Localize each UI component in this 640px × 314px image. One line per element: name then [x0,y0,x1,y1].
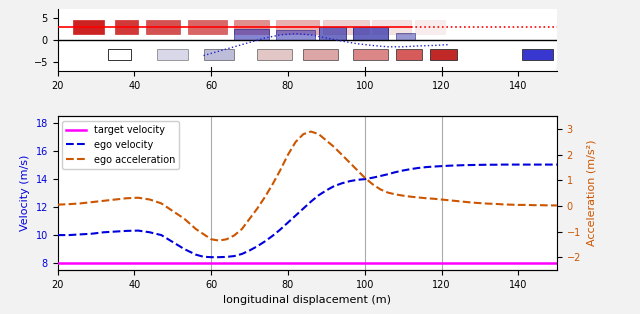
ego velocity [207,255,215,259]
Bar [323,20,369,34]
Bar [396,49,422,60]
Bar [372,20,411,34]
Legend: target velocity, ego velocity, ego acceleration: target velocity, ego velocity, ego accel… [63,121,179,169]
ego velocity [54,233,61,237]
Bar [257,49,292,60]
Bar [415,20,445,34]
Bar [276,30,315,40]
ego velocity [169,240,177,244]
ego acceleration [253,207,261,210]
ego velocity [392,170,399,174]
ego velocity [499,163,507,166]
ego velocity [261,240,269,243]
Bar [353,27,388,40]
Bar [146,20,180,34]
Bar [430,49,457,60]
Bar [188,20,227,34]
Bar [108,49,131,60]
ego acceleration [169,209,177,213]
ego acceleration [261,195,269,199]
ego acceleration [238,227,246,231]
ego acceleration [307,130,315,133]
Y-axis label: Acceleration (m/s²): Acceleration (m/s²) [586,140,596,246]
ego velocity [553,163,561,166]
ego acceleration [223,237,230,241]
Bar [276,20,319,34]
X-axis label: longitudinal displacement (m): longitudinal displacement (m) [223,295,391,305]
ego acceleration [399,194,407,198]
Line: ego acceleration: ego acceleration [58,132,557,241]
Bar [234,20,269,34]
ego velocity [238,252,246,256]
Bar [319,27,346,40]
ego acceleration [553,203,561,207]
ego velocity [253,244,261,248]
Bar [522,49,553,60]
Bar [234,29,269,40]
ego acceleration [215,239,223,242]
Bar [115,20,138,34]
ego acceleration [54,203,61,207]
Bar [303,49,338,60]
ego velocity [223,255,230,259]
Bar [396,33,415,40]
Bar [353,49,388,60]
Bar [157,49,188,60]
Y-axis label: Velocity (m/s): Velocity (m/s) [20,155,30,231]
Bar [73,20,104,34]
Bar [204,49,234,60]
Line: ego velocity: ego velocity [58,165,557,257]
